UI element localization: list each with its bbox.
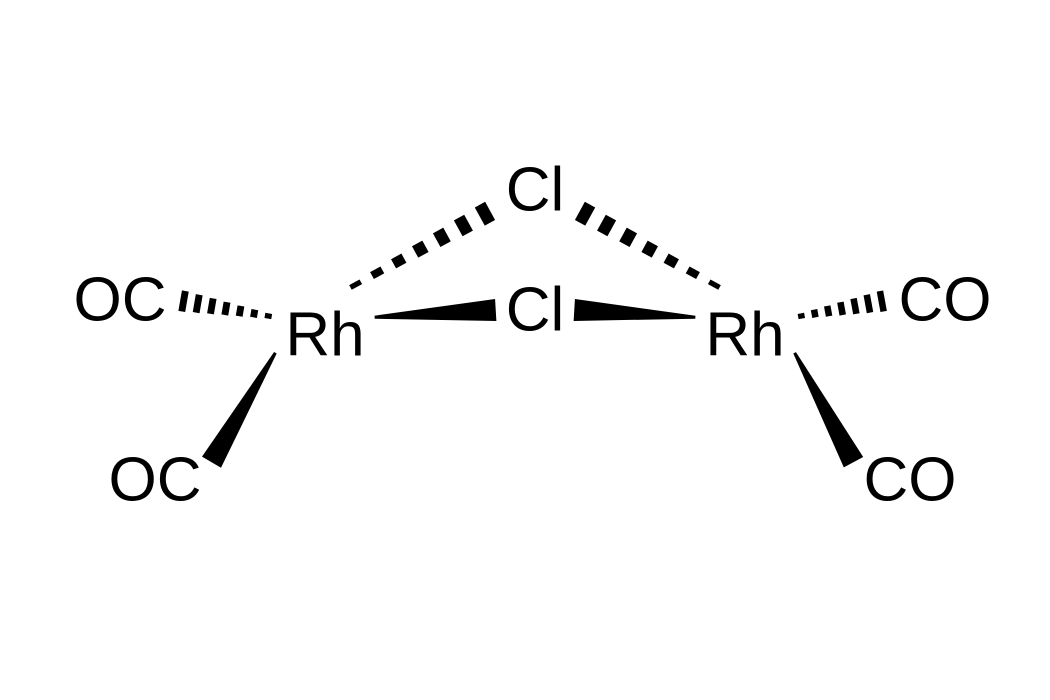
bond-wedge [793,352,863,467]
bond-wedge [202,352,277,468]
atom-label-Cl_top: Cl [506,156,565,225]
bond-wedge [375,299,497,321]
bond-hash [798,290,887,319]
atom-label-Cl_mid: Cl [506,276,565,345]
bond-hash [349,202,495,290]
atom-label-OC_ll: OC [109,446,202,515]
bond-hash [575,202,721,290]
bond-wedge [574,299,696,321]
chemical-structure-diagram: Cl Cl Rh Rh OC OC CO CO [0,0,1050,700]
atom-label-CO_lr: CO [864,446,957,515]
atom-label-Rh_left: Rh [285,301,364,370]
bond-hash [178,290,272,319]
atom-label-OC_ul: OC [74,266,167,335]
atom-label-Rh_right: Rh [705,301,784,370]
atom-label-CO_ur: CO [899,266,992,335]
